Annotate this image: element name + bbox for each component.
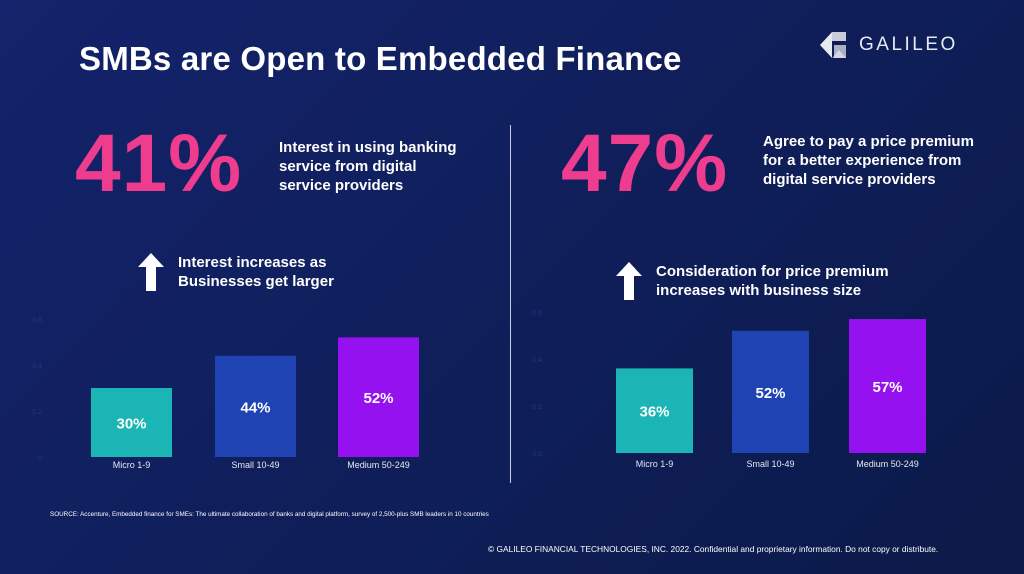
bar-small	[732, 330, 809, 453]
bar-value-label: 57%	[872, 379, 902, 396]
chart-canvas: 0.0 0.2 0.4 0.6 36% Micro 1-9 52% Small 10-49 57…	[532, 310, 926, 469]
description-line: digital service providers	[763, 171, 936, 188]
y-tick-label: 0.6	[32, 317, 42, 324]
galileo-logo: GALILEO	[820, 30, 958, 60]
y-tick-label: 0	[38, 455, 42, 462]
bar-chart-interest: 0 0.2 0.4 0.6 30% Micro 1-9 44% Small 10-49 52% M…	[20, 290, 480, 475]
bar-medium	[849, 319, 926, 453]
description-line: for a better experience from	[763, 152, 962, 169]
category-label: Small 10-49	[231, 460, 279, 470]
trend-text: Consideration for price premium increase…	[656, 262, 889, 300]
arrow-up-icon	[616, 262, 642, 300]
stat-interest-banking: 41%	[75, 118, 243, 209]
logo-wordmark: GALILEO	[859, 34, 958, 55]
slide-title: SMBs are Open to Embedded Finance	[79, 40, 682, 77]
bar-micro	[91, 388, 172, 457]
y-tick-label: 0.2	[32, 409, 42, 416]
y-tick-label: 0.2	[532, 404, 542, 411]
arrow-up-icon	[138, 253, 164, 291]
chart-canvas: 0 0.2 0.4 0.6 30% Micro 1-9 44% Small 10-49 52% M…	[32, 317, 419, 470]
copyright-notice: © GALILEO FINANCIAL TECHNOLOGIES, INC. 2…	[488, 544, 939, 554]
bar-medium	[338, 337, 419, 457]
stat-premium-description: Agree to pay a price premium for a bette…	[763, 132, 974, 189]
description-line: service from digital	[279, 158, 417, 175]
trend-line: Interest increases as	[178, 254, 327, 271]
bar-value-label: 52%	[755, 385, 785, 402]
category-label: Micro 1-9	[113, 460, 151, 470]
galileo-mark-icon	[820, 32, 846, 58]
category-label: Small 10-49	[746, 459, 794, 469]
trend-note-interest: Interest increases as Businesses get lar…	[138, 253, 334, 291]
description-line: service providers	[279, 177, 404, 194]
bar-value-label: 30%	[116, 416, 146, 433]
y-tick-label: 0.0	[532, 451, 542, 458]
description-line: Agree to pay a price premium	[763, 133, 974, 150]
trend-line: increases with business size	[656, 282, 862, 299]
y-tick-label: 0.6	[532, 310, 542, 317]
category-label: Medium 50-249	[347, 460, 410, 470]
bar-micro	[616, 368, 693, 453]
source-note: SOURCE: Accenture, Embedded finance for …	[50, 511, 489, 518]
description-line: Interest in using banking	[279, 139, 457, 156]
trend-line: Consideration for price premium	[656, 263, 889, 280]
trend-text: Interest increases as Businesses get lar…	[178, 253, 334, 291]
bar-value-label: 36%	[639, 404, 669, 421]
stat-price-premium: 47%	[561, 118, 729, 209]
trend-line: Businesses get larger	[178, 273, 334, 290]
bar-chart-premium: 0.0 0.2 0.4 0.6 36% Micro 1-9 52% Small 10-49 57…	[520, 300, 1000, 475]
stat-interest-description: Interest in using banking service from d…	[279, 138, 457, 195]
bar-value-label: 52%	[363, 390, 393, 407]
y-tick-label: 0.4	[32, 363, 42, 370]
category-label: Medium 50-249	[856, 459, 919, 469]
y-tick-label: 0.4	[532, 357, 542, 364]
category-label: Micro 1-9	[636, 459, 674, 469]
bar-small	[215, 355, 296, 457]
trend-note-premium: Consideration for price premium increase…	[616, 262, 889, 300]
bar-value-label: 44%	[240, 399, 270, 416]
panel-divider	[510, 125, 511, 483]
